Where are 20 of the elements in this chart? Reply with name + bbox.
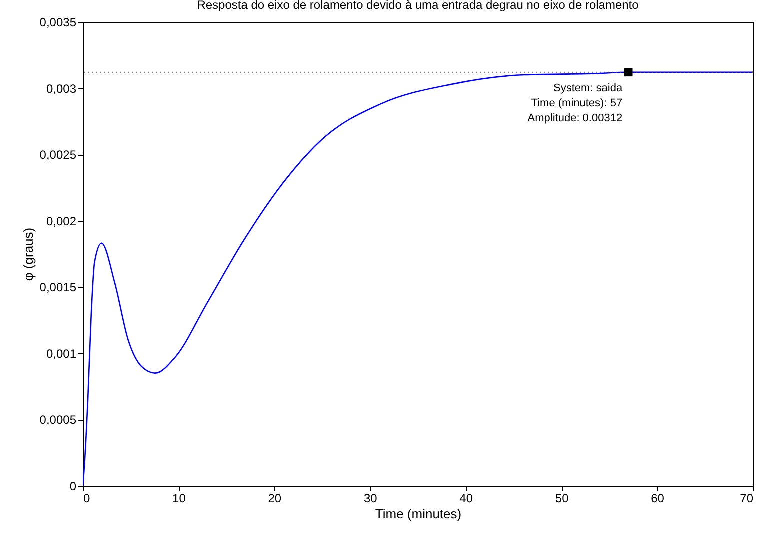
y-tick-label: 0	[70, 480, 77, 494]
x-tick-label: 0	[84, 492, 90, 506]
y-tick-label: 0,003	[46, 82, 77, 96]
y-tick-label: 0,0005	[40, 413, 77, 428]
x-tick-label: 20	[268, 492, 282, 506]
chart-title: Resposta do eixo de rolamento devido à uma entrada degrau no eixo de rolamento	[197, 0, 640, 12]
y-tick-label: 0,0025	[40, 148, 77, 162]
x-axis-title: Time (minutes)	[375, 506, 462, 522]
y-tick-label: 0,001	[46, 346, 77, 361]
y-tick-label: 0,002	[46, 214, 77, 228]
y-tick-label: 0,0015	[40, 280, 77, 295]
x-tick-label: 70	[740, 492, 754, 506]
x-tick-label: 40	[460, 492, 474, 506]
annotation: System: saida Time (minutes): 57 Amplitude: 0.00312	[528, 82, 624, 124]
x-tick-label: 50	[555, 492, 570, 506]
x-tick-label: 30	[364, 492, 378, 506]
y-axis-title: φ (graus)	[20, 228, 36, 282]
y-tick-label: 0,0035	[40, 16, 77, 30]
x-tick-label: 60	[651, 492, 665, 506]
x-tick-label: 10	[172, 492, 186, 506]
